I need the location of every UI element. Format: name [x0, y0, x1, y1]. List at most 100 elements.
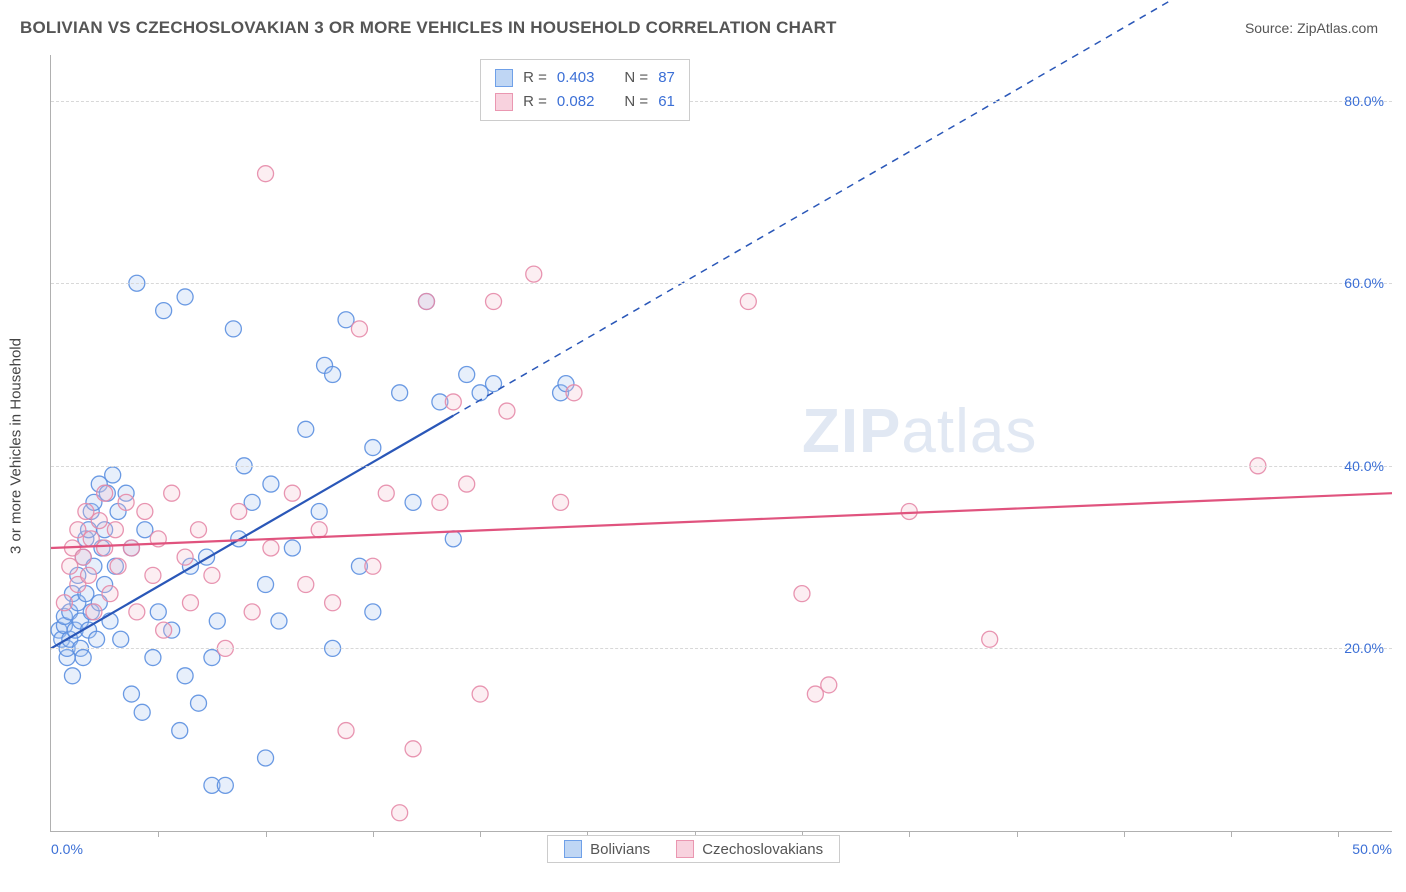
scatter-point-bolivians: [177, 289, 193, 305]
scatter-point-czechoslovakians: [118, 494, 134, 510]
scatter-point-czechoslovakians: [418, 293, 434, 309]
scatter-point-czechoslovakians: [81, 567, 97, 583]
scatter-point-bolivians: [191, 695, 207, 711]
y-tick-label: 80.0%: [1344, 93, 1384, 109]
scatter-point-czechoslovakians: [553, 494, 569, 510]
source-name: ZipAtlas.com: [1297, 20, 1378, 36]
stats-r-label: R =: [523, 66, 547, 90]
scatter-point-czechoslovakians: [378, 485, 394, 501]
scatter-point-bolivians: [150, 604, 166, 620]
scatter-point-czechoslovakians: [97, 485, 113, 501]
stats-row-bolivians: R =0.403N =87: [495, 66, 675, 90]
source-prefix: Source:: [1245, 20, 1297, 36]
stats-n-label: N =: [624, 90, 648, 114]
x-tick-mark: [1017, 831, 1018, 837]
chart-header: BOLIVIAN VS CZECHOSLOVAKIAN 3 OR MORE VE…: [0, 0, 1406, 46]
scatter-point-czechoslovakians: [392, 805, 408, 821]
scatter-point-bolivians: [271, 613, 287, 629]
scatter-point-czechoslovakians: [145, 567, 161, 583]
scatter-point-czechoslovakians: [821, 677, 837, 693]
scatter-point-bolivians: [75, 650, 91, 666]
scatter-point-czechoslovakians: [97, 540, 113, 556]
scatter-point-czechoslovakians: [365, 558, 381, 574]
scatter-point-bolivians: [459, 367, 475, 383]
scatter-point-bolivians: [172, 723, 188, 739]
x-tick-mark: [480, 831, 481, 837]
scatter-point-bolivians: [145, 650, 161, 666]
legend-label: Bolivians: [590, 841, 650, 858]
scatter-point-bolivians: [258, 577, 274, 593]
scatter-point-czechoslovakians: [526, 266, 542, 282]
scatter-chart: ZIPatlas 20.0%40.0%60.0%80.0%0.0%50.0%R …: [50, 55, 1392, 832]
scatter-point-czechoslovakians: [86, 604, 102, 620]
scatter-point-bolivians: [445, 531, 461, 547]
scatter-point-czechoslovakians: [284, 485, 300, 501]
scatter-point-bolivians: [113, 631, 129, 647]
scatter-point-czechoslovakians: [110, 558, 126, 574]
source-attribution: Source: ZipAtlas.com: [1245, 20, 1378, 36]
scatter-point-czechoslovakians: [566, 385, 582, 401]
legend-item-czechoslovakians: Czechoslovakians: [676, 840, 823, 858]
scatter-point-bolivians: [365, 604, 381, 620]
scatter-point-czechoslovakians: [445, 394, 461, 410]
scatter-point-czechoslovakians: [311, 522, 327, 538]
plot-svg: [51, 55, 1392, 831]
legend-item-bolivians: Bolivians: [564, 840, 650, 858]
scatter-point-czechoslovakians: [901, 503, 917, 519]
scatter-point-bolivians: [209, 613, 225, 629]
scatter-point-czechoslovakians: [182, 595, 198, 611]
scatter-point-czechoslovakians: [338, 723, 354, 739]
scatter-point-czechoslovakians: [298, 577, 314, 593]
x-tick-label: 50.0%: [1352, 841, 1392, 857]
scatter-point-czechoslovakians: [102, 586, 118, 602]
x-tick-mark: [373, 831, 374, 837]
x-tick-mark: [1231, 831, 1232, 837]
swatch-czechoslovakians: [676, 840, 694, 858]
scatter-point-bolivians: [325, 367, 341, 383]
swatch-czechoslovakians: [495, 93, 513, 111]
stats-r-value: 0.403: [557, 66, 595, 90]
scatter-point-bolivians: [258, 750, 274, 766]
stats-n-value: 87: [658, 66, 675, 90]
scatter-point-bolivians: [263, 476, 279, 492]
scatter-point-bolivians: [134, 704, 150, 720]
x-tick-mark: [266, 831, 267, 837]
scatter-point-czechoslovakians: [740, 293, 756, 309]
scatter-point-czechoslovakians: [123, 540, 139, 556]
stats-n-value: 61: [658, 90, 675, 114]
scatter-point-czechoslovakians: [258, 166, 274, 182]
scatter-point-czechoslovakians: [156, 622, 172, 638]
chart-title: BOLIVIAN VS CZECHOSLOVAKIAN 3 OR MORE VE…: [20, 18, 837, 38]
scatter-point-bolivians: [177, 668, 193, 684]
scatter-point-bolivians: [105, 467, 121, 483]
scatter-point-czechoslovakians: [164, 485, 180, 501]
swatch-bolivians: [564, 840, 582, 858]
scatter-point-bolivians: [225, 321, 241, 337]
scatter-point-czechoslovakians: [486, 293, 502, 309]
scatter-point-bolivians: [217, 777, 233, 793]
swatch-bolivians: [495, 69, 513, 87]
scatter-point-czechoslovakians: [129, 604, 145, 620]
legend-label: Czechoslovakians: [702, 841, 823, 858]
scatter-point-czechoslovakians: [177, 549, 193, 565]
scatter-point-czechoslovakians: [191, 522, 207, 538]
scatter-point-bolivians: [298, 421, 314, 437]
x-tick-mark: [158, 831, 159, 837]
legend: Bolivians Czechoslovakians: [547, 835, 840, 863]
scatter-point-bolivians: [392, 385, 408, 401]
scatter-point-czechoslovakians: [325, 595, 341, 611]
scatter-point-czechoslovakians: [244, 604, 260, 620]
scatter-point-bolivians: [89, 631, 105, 647]
gridline: [51, 101, 1392, 102]
scatter-point-czechoslovakians: [107, 522, 123, 538]
x-tick-mark: [1124, 831, 1125, 837]
scatter-point-bolivians: [311, 503, 327, 519]
scatter-point-bolivians: [64, 668, 80, 684]
scatter-point-bolivians: [123, 686, 139, 702]
x-tick-mark: [1338, 831, 1339, 837]
x-tick-label: 0.0%: [51, 841, 83, 857]
scatter-point-czechoslovakians: [75, 549, 91, 565]
scatter-point-czechoslovakians: [459, 476, 475, 492]
scatter-point-bolivians: [405, 494, 421, 510]
scatter-point-czechoslovakians: [351, 321, 367, 337]
